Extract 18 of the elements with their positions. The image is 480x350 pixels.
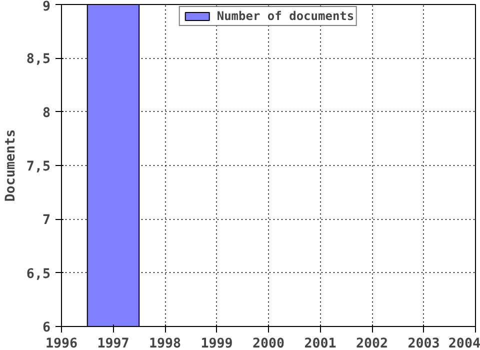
legend-label: Number of documents	[216, 9, 354, 23]
y-tick-label: 8,5	[26, 52, 51, 68]
y-tick-label: 7,5	[26, 160, 51, 174]
y-tick-label: 9	[42, 0, 51, 14]
x-tick-label: 2001	[304, 336, 336, 350]
y-tick-label: 8	[42, 106, 51, 121]
x-tick-label: 1997	[97, 336, 130, 350]
y-tick-label: 6,5	[26, 266, 51, 282]
x-tick-label: 2004	[448, 336, 480, 350]
x-tick-label: 2002	[356, 336, 388, 350]
x-tick-label: 1999	[200, 336, 233, 350]
x-tick-label: 2003	[408, 336, 440, 350]
x-tick-label: 1996	[45, 336, 78, 350]
y-tick-label: 6	[42, 320, 51, 336]
y-tick-label: 7	[42, 213, 51, 228]
x-tick-label: 1998	[148, 336, 182, 350]
x-tick-label: 2000	[252, 336, 285, 350]
y-axis-title: Documents	[3, 129, 18, 202]
